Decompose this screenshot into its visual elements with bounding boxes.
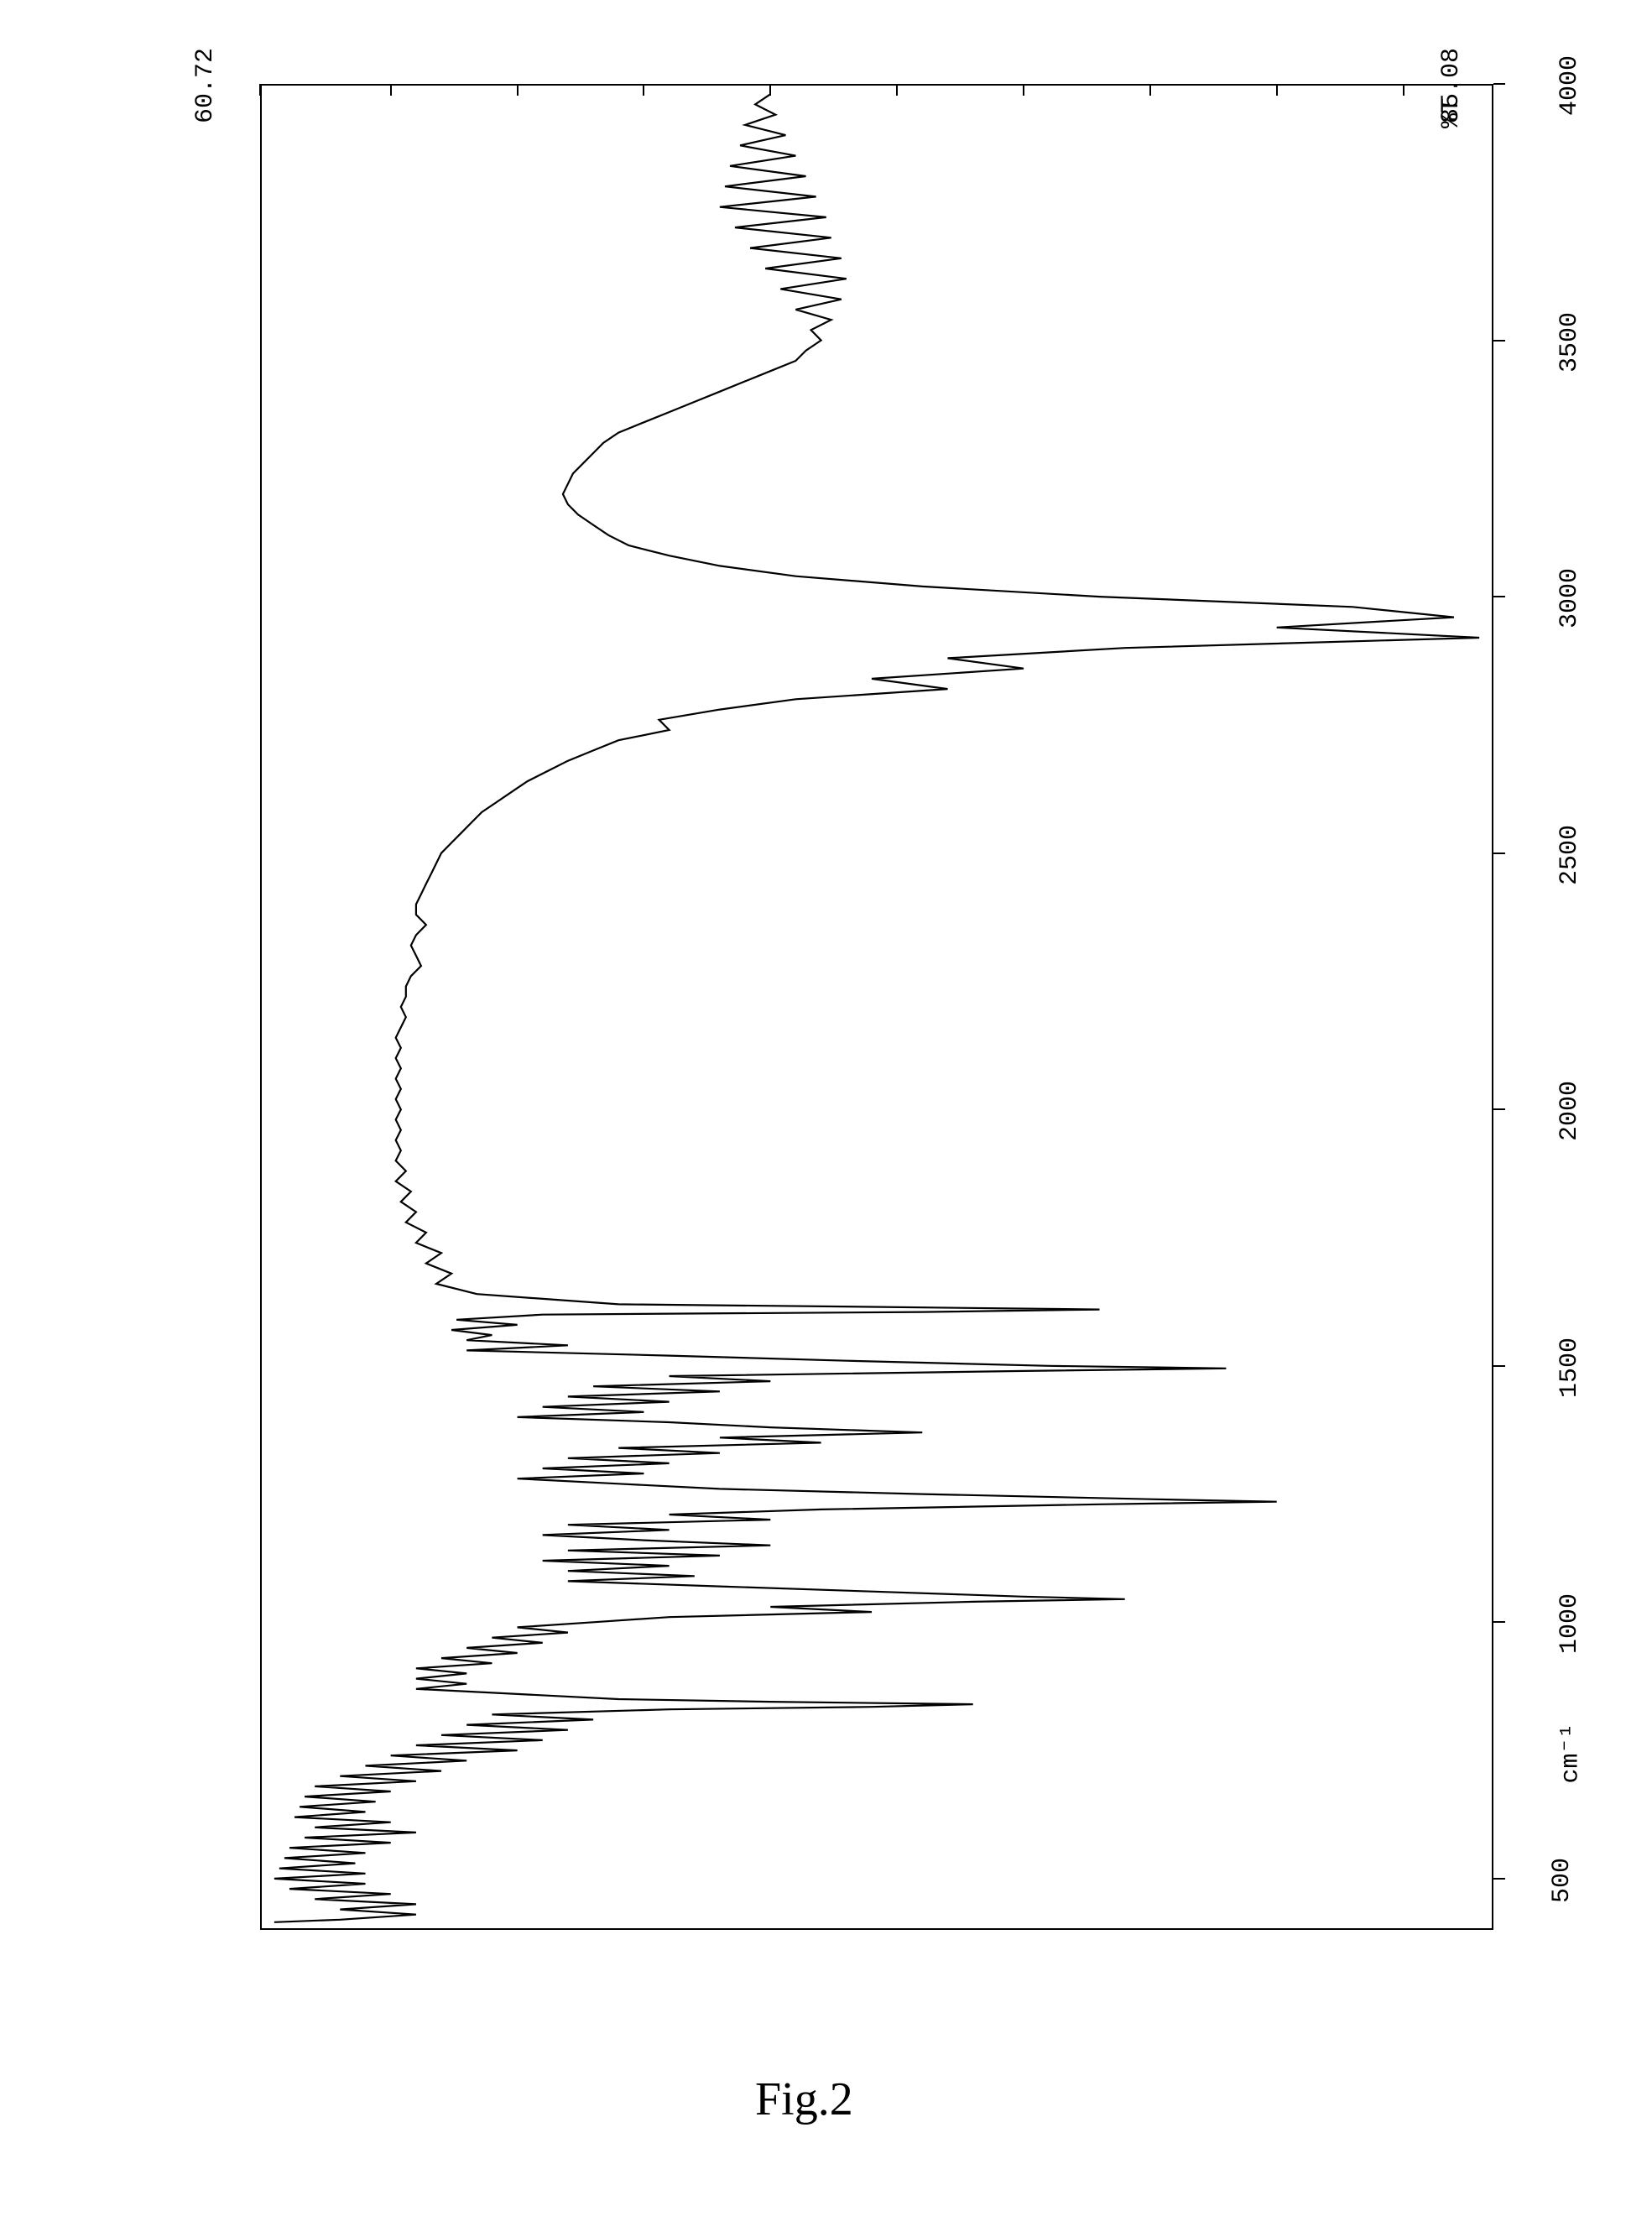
y-tick: [517, 84, 519, 96]
y-tick: [1276, 84, 1278, 96]
x-tick: [1493, 1365, 1505, 1367]
x-tick: [1493, 1878, 1505, 1880]
y-min-label: 60.72: [191, 48, 220, 123]
x-axis-unit: cm⁻¹: [1555, 1723, 1586, 1784]
spectrum-line: [260, 84, 1493, 1930]
figure-caption: Fig.2: [755, 2073, 853, 2126]
x-tick-label: 500: [1548, 1858, 1576, 1903]
x-tick-label: 4000: [1556, 55, 1584, 116]
x-tick-label: 3000: [1556, 568, 1584, 628]
y-tick: [259, 84, 261, 96]
x-tick: [1493, 853, 1505, 854]
x-tick: [1493, 1621, 1505, 1623]
y-tick: [390, 84, 392, 96]
chart-container: 85.08 %T 60.72 4000350030002500200015001…: [134, 84, 1577, 1963]
y-tick: [1403, 84, 1404, 96]
y-tick: [769, 84, 771, 96]
y-tick: [643, 84, 644, 96]
x-tick: [1493, 596, 1505, 597]
y-tick: [896, 84, 898, 96]
x-tick: [1493, 340, 1505, 342]
x-tick: [1493, 83, 1505, 85]
y-tick: [1023, 84, 1024, 96]
x-tick-label: 2500: [1556, 825, 1584, 885]
y-tick: [1149, 84, 1151, 96]
x-tick-label: 2000: [1556, 1081, 1584, 1141]
x-tick: [1493, 1108, 1505, 1110]
x-tick-label: 1000: [1556, 1593, 1584, 1654]
x-tick-label: 3500: [1556, 312, 1584, 373]
x-tick-label: 1500: [1556, 1338, 1584, 1398]
